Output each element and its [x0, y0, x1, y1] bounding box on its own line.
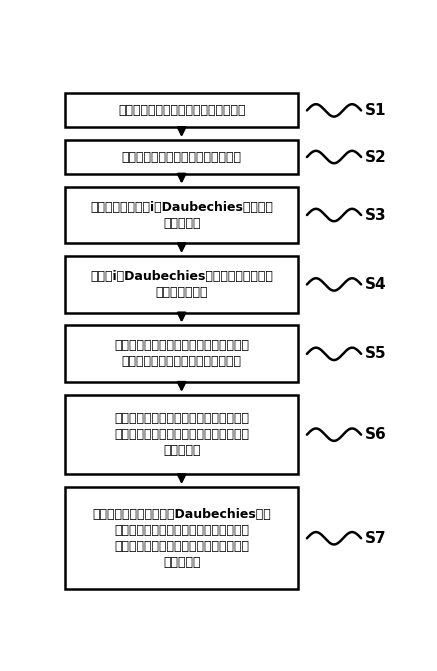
Text: S5: S5 — [364, 346, 386, 362]
Bar — [65, 395, 298, 474]
Text: 计算不同工况下时域信号在故障模式分类
空间中的投影坐标，并标定故障特征: 计算不同工况下时域信号在故障模式分类 空间中的投影坐标，并标定故障特征 — [114, 340, 249, 368]
Text: S6: S6 — [364, 427, 386, 442]
Bar — [65, 93, 298, 127]
Text: S2: S2 — [364, 150, 386, 164]
Text: S1: S1 — [364, 103, 386, 118]
Text: S3: S3 — [364, 207, 386, 223]
Bar — [65, 325, 298, 382]
Text: 对滚动轴承振动信号进行小波分解重构: 对滚动轴承振动信号进行小波分解重构 — [118, 104, 246, 117]
Text: S7: S7 — [364, 531, 386, 546]
Bar — [65, 487, 298, 589]
Text: 提取比重最大的前i层Daubechies小波进行
正交规范化: 提取比重最大的前i层Daubechies小波进行 正交规范化 — [90, 201, 273, 229]
Text: 计算前i层Daubechies小波功率谱，建立故
障模式分类空间: 计算前i层Daubechies小波功率谱，建立故 障模式分类空间 — [90, 270, 273, 299]
Text: S4: S4 — [364, 277, 386, 292]
Text: 采用支持向量机对不同工况信号特征进行
空间划分，划分故障模式分类空间中的故
障特征区域: 采用支持向量机对不同工况信号特征进行 空间划分，划分故障模式分类空间中的故 障特… — [114, 412, 249, 457]
Bar — [65, 187, 298, 244]
Bar — [65, 256, 298, 313]
Bar — [65, 140, 298, 174]
Text: 根据设定的误差值确定重构小波层数: 根据设定的误差值确定重构小波层数 — [121, 150, 242, 164]
Text: 对新获取的工况信号进行Daubechies小波
分解、重构、正交规范化、计算功率谱、
计算故障模式分类空间坐标、判定所在故
障特征区域: 对新获取的工况信号进行Daubechies小波 分解、重构、正交规范化、计算功率… — [92, 508, 271, 569]
